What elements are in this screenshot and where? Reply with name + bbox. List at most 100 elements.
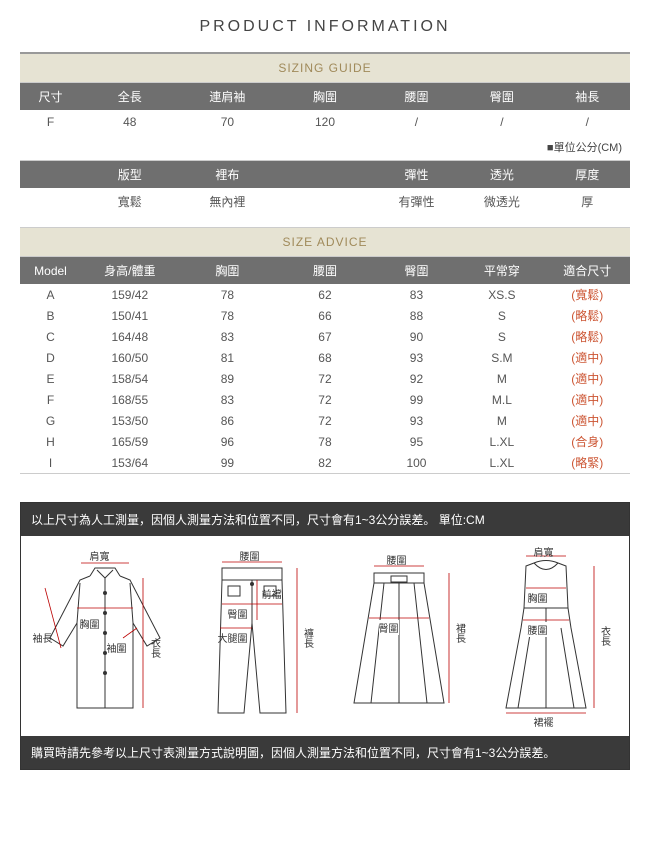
advice-row: D160/50816893S.M(適中) <box>20 347 630 368</box>
cell <box>276 188 374 215</box>
col-fit-type: 版型 <box>81 161 179 188</box>
col-sleeve: 袖長 <box>545 83 630 110</box>
cell-model: A <box>20 284 81 305</box>
cell-bust: 78 <box>179 284 277 305</box>
sizing-table-1: 尺寸 全長 連肩袖 胸圍 腰圍 臀圍 袖長 F 48 70 120 / / / … <box>20 83 630 161</box>
col-usual: 平常穿 <box>459 257 544 284</box>
cell-waist: 72 <box>276 389 374 410</box>
col-waist: 腰圍 <box>374 83 459 110</box>
cell-bust: 83 <box>179 389 277 410</box>
cell-model: I <box>20 452 81 473</box>
col-length: 全長 <box>81 83 179 110</box>
size-advice-table: Model 身高/體重 胸圍 腰圍 臀圍 平常穿 適合尺寸 A159/42786… <box>20 257 630 473</box>
cell-bust: 99 <box>179 452 277 473</box>
col-sheer: 透光 <box>459 161 544 188</box>
cell-fit: (適中) <box>545 347 630 368</box>
cell-bust: 78 <box>179 305 277 326</box>
main-table: SIZING GUIDE 尺寸 全長 連肩袖 胸圍 腰圍 臀圍 袖長 F 48 … <box>20 52 630 474</box>
cell-fit: (合身) <box>545 431 630 452</box>
cell: 48 <box>81 110 179 134</box>
cell-bust: 81 <box>179 347 277 368</box>
cell-fit: (略鬆) <box>545 326 630 347</box>
cell-hw: 168/55 <box>81 389 179 410</box>
cell-fit: (寬鬆) <box>545 284 630 305</box>
cell-hw: 159/42 <box>81 284 179 305</box>
advice-row: I153/649982100L.XL(略緊) <box>20 452 630 473</box>
cell-hip: 90 <box>374 326 459 347</box>
cell-usual: L.XL <box>459 452 544 473</box>
col-shoulder-sleeve: 連肩袖 <box>179 83 277 110</box>
cell-waist: 68 <box>276 347 374 368</box>
sizing-table-2: 版型 裡布 彈性 透光 厚度 寬鬆 無內裡 有彈性 微透光 厚 <box>20 161 630 228</box>
lbl-slen: 裙長 <box>452 623 467 643</box>
lbl-thigh: 大腿圍 <box>218 630 248 645</box>
lbl-cuff: 袖圍 <box>107 640 127 655</box>
cell-usual: S.M <box>459 347 544 368</box>
cell-fit: (適中) <box>545 389 630 410</box>
cell: / <box>545 110 630 134</box>
lbl-d-bust: 胸圍 <box>528 590 548 605</box>
cell-hip: 95 <box>374 431 459 452</box>
col-waist2: 腰圍 <box>276 257 374 284</box>
cell: 微透光 <box>459 188 544 215</box>
cell: 厚 <box>545 188 630 215</box>
cell: 寬鬆 <box>81 188 179 215</box>
diagram-pants: 腰圍 前襠 臀圍 大腿圍 褲長 <box>182 548 322 728</box>
cell-waist: 72 <box>276 368 374 389</box>
cell-model: F <box>20 389 81 410</box>
lbl-p-waist: 腰圍 <box>240 548 260 563</box>
cell-usual: L.XL <box>459 431 544 452</box>
cell-waist: 67 <box>276 326 374 347</box>
cell-hw: 153/50 <box>81 410 179 431</box>
lbl-plen: 褲長 <box>300 628 315 648</box>
cell-waist: 66 <box>276 305 374 326</box>
cell-waist: 78 <box>276 431 374 452</box>
cell: 有彈性 <box>374 188 459 215</box>
col-fit: 適合尺寸 <box>545 257 630 284</box>
cell-waist: 72 <box>276 410 374 431</box>
cell-usual: XS.S <box>459 284 544 305</box>
cell-hw: 153/64 <box>81 452 179 473</box>
cell: 無內裡 <box>179 188 277 215</box>
cell: / <box>374 110 459 134</box>
col-thickness: 厚度 <box>545 161 630 188</box>
diagram-shirt: 肩寬 袖長 胸圍 袖圍 衣長 <box>35 548 175 728</box>
lbl-rise: 前襠 <box>262 586 282 601</box>
cell-hw: 150/41 <box>81 305 179 326</box>
lbl-d-hem: 裙襬 <box>534 714 554 729</box>
col-size: 尺寸 <box>20 83 81 110</box>
advice-row: B150/41786688S(略鬆) <box>20 305 630 326</box>
cell: 70 <box>179 110 277 134</box>
col-lining: 裡布 <box>179 161 277 188</box>
sizing-guide-heading: SIZING GUIDE <box>20 54 630 83</box>
attr-row: 寬鬆 無內裡 有彈性 微透光 厚 <box>20 188 630 215</box>
lbl-sleeve: 袖長 <box>33 630 53 645</box>
cell-fit: (適中) <box>545 368 630 389</box>
cell-hip: 93 <box>374 347 459 368</box>
advice-row: F168/55837299M.L(適中) <box>20 389 630 410</box>
lbl-shoulder: 肩寬 <box>90 548 110 563</box>
lbl-s-hip: 臀圍 <box>379 620 399 635</box>
col-stretch: 彈性 <box>374 161 459 188</box>
lbl-length: 衣長 <box>147 638 162 658</box>
lbl-s-waist: 腰圍 <box>387 552 407 567</box>
cell-hw: 158/54 <box>81 368 179 389</box>
advice-row: E158/54897292M(適中) <box>20 368 630 389</box>
cell-bust: 86 <box>179 410 277 431</box>
col-blank <box>20 161 81 188</box>
diagram-dress: 肩寬 胸圍 腰圍 衣長 裙襬 <box>476 548 616 728</box>
cell-model: B <box>20 305 81 326</box>
cell-model: C <box>20 326 81 347</box>
cell-waist: 62 <box>276 284 374 305</box>
cell <box>20 188 81 215</box>
size-advice-heading: SIZE ADVICE <box>20 228 630 257</box>
cell: F <box>20 110 81 134</box>
cell-model: G <box>20 410 81 431</box>
col-hw: 身高/體重 <box>81 257 179 284</box>
size-row-f: F 48 70 120 / / / <box>20 110 630 134</box>
lbl-bust: 胸圍 <box>80 616 100 631</box>
col-bust2: 胸圍 <box>179 257 277 284</box>
cell-hip: 93 <box>374 410 459 431</box>
cell-hw: 160/50 <box>81 347 179 368</box>
cell-fit: (略鬆) <box>545 305 630 326</box>
